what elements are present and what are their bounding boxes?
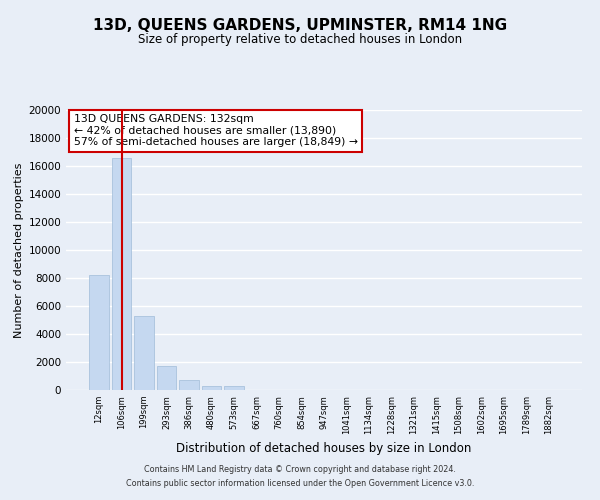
Y-axis label: Number of detached properties: Number of detached properties <box>14 162 24 338</box>
Text: Size of property relative to detached houses in London: Size of property relative to detached ho… <box>138 32 462 46</box>
Bar <box>224 386 244 390</box>
X-axis label: Distribution of detached houses by size in London: Distribution of detached houses by size … <box>176 442 472 456</box>
Text: 13D, QUEENS GARDENS, UPMINSTER, RM14 1NG: 13D, QUEENS GARDENS, UPMINSTER, RM14 1NG <box>93 18 507 32</box>
Text: Contains HM Land Registry data © Crown copyright and database right 2024.
Contai: Contains HM Land Registry data © Crown c… <box>126 466 474 487</box>
Bar <box>157 366 176 390</box>
Bar <box>89 275 109 390</box>
Text: 13D QUEENS GARDENS: 132sqm
← 42% of detached houses are smaller (13,890)
57% of : 13D QUEENS GARDENS: 132sqm ← 42% of deta… <box>74 114 358 148</box>
Bar <box>202 386 221 390</box>
Bar <box>179 380 199 390</box>
Bar <box>112 158 131 390</box>
Bar <box>134 316 154 390</box>
